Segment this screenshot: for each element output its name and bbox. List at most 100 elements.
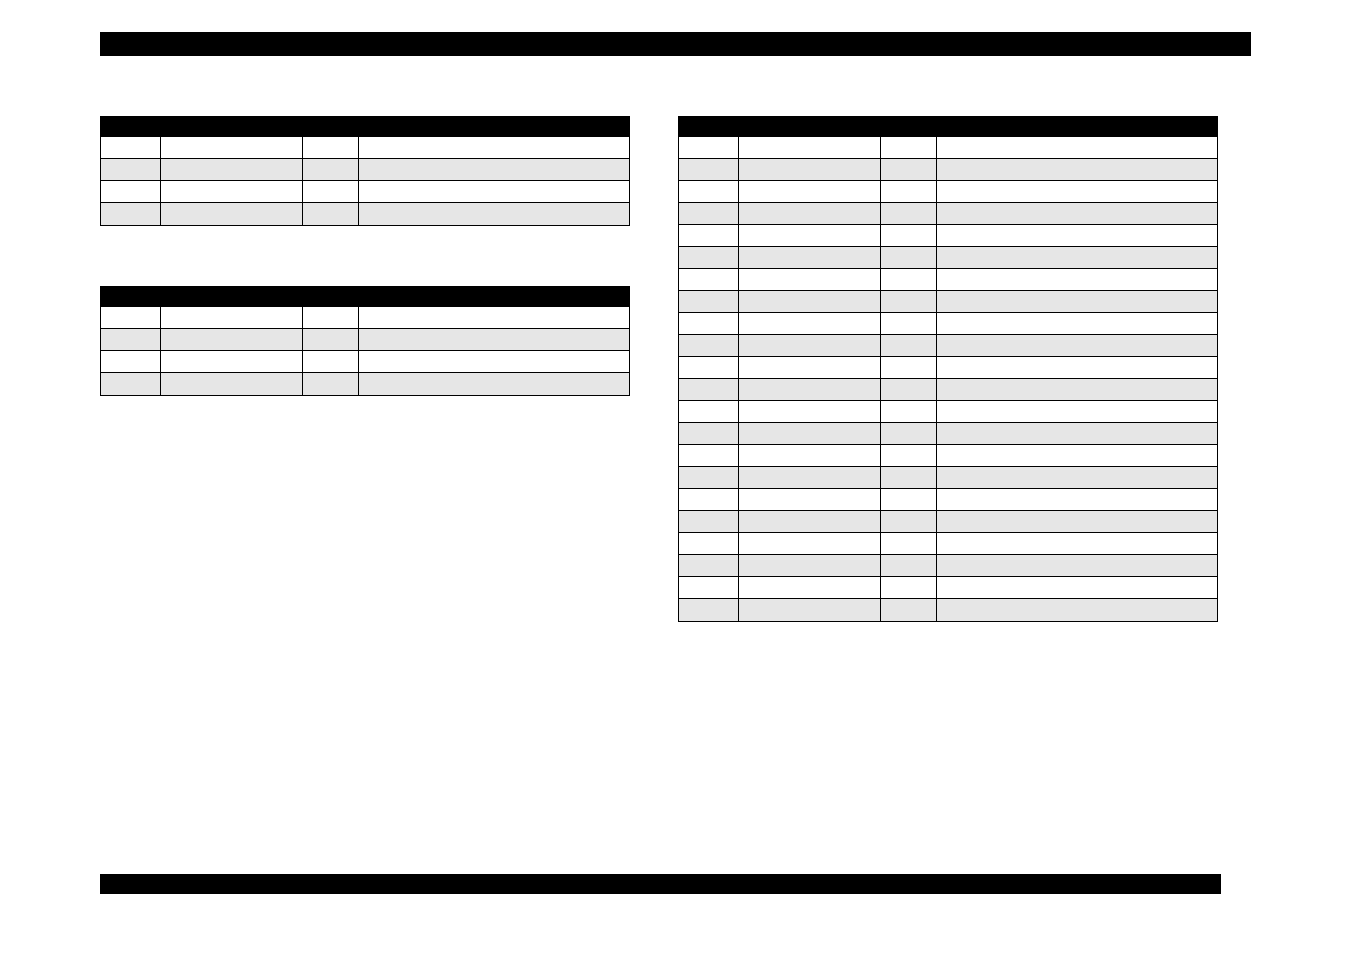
table-cell	[881, 489, 937, 511]
table-cell	[937, 423, 1217, 445]
table-cell	[101, 159, 161, 181]
table-cell	[679, 401, 739, 423]
table-cell	[937, 181, 1217, 203]
table-cell	[359, 203, 629, 225]
table-row	[679, 137, 1217, 159]
table-cell	[937, 489, 1217, 511]
table-row	[679, 599, 1217, 621]
table-left-1	[100, 116, 630, 226]
table-cell	[101, 307, 161, 329]
table-cell	[679, 489, 739, 511]
table-cell	[161, 159, 303, 181]
table-row	[679, 225, 1217, 247]
table-cell	[161, 203, 303, 225]
table-cell	[101, 373, 161, 395]
table-cell	[739, 577, 881, 599]
table-row	[679, 159, 1217, 181]
table-cell	[937, 445, 1217, 467]
table-cell	[101, 329, 161, 351]
table-cell	[937, 357, 1217, 379]
table-title	[101, 117, 629, 137]
table-cell	[739, 445, 881, 467]
table-cell	[881, 291, 937, 313]
table-row	[679, 467, 1217, 489]
table-cell	[739, 401, 881, 423]
table-cell	[679, 555, 739, 577]
table-cell	[881, 379, 937, 401]
table-row	[679, 511, 1217, 533]
table-row	[679, 555, 1217, 577]
table-cell	[303, 203, 359, 225]
table-row	[679, 401, 1217, 423]
document-page	[0, 0, 1351, 954]
table-cell	[881, 225, 937, 247]
table-cell	[937, 379, 1217, 401]
table-row	[101, 329, 629, 351]
table-cell	[881, 445, 937, 467]
table-cell	[101, 351, 161, 373]
table-cell	[679, 313, 739, 335]
table-cell	[937, 511, 1217, 533]
table-cell	[739, 533, 881, 555]
table-row	[679, 313, 1217, 335]
table-cell	[881, 467, 937, 489]
table	[100, 116, 630, 226]
table-row	[101, 373, 629, 395]
table-body	[679, 137, 1217, 621]
table-cell	[739, 203, 881, 225]
table-cell	[161, 351, 303, 373]
table-cell	[937, 247, 1217, 269]
table-cell	[937, 203, 1217, 225]
table-cell	[881, 599, 937, 621]
table-cell	[679, 423, 739, 445]
table-row	[101, 181, 629, 203]
table-cell	[679, 445, 739, 467]
table-cell	[881, 577, 937, 599]
table-cell	[101, 137, 161, 159]
table-cell	[359, 307, 629, 329]
table-row	[679, 379, 1217, 401]
table-cell	[739, 137, 881, 159]
table-cell	[739, 335, 881, 357]
table-cell	[101, 181, 161, 203]
table-cell	[881, 137, 937, 159]
table-row	[101, 351, 629, 373]
content-columns	[100, 116, 1251, 682]
table-cell	[679, 357, 739, 379]
table-cell	[881, 181, 937, 203]
table-cell	[739, 423, 881, 445]
table-cell	[679, 577, 739, 599]
table-cell	[303, 181, 359, 203]
table-cell	[303, 137, 359, 159]
table-row	[679, 533, 1217, 555]
table-cell	[881, 247, 937, 269]
table-cell	[679, 159, 739, 181]
table-cell	[739, 247, 881, 269]
table-cell	[739, 357, 881, 379]
table-title	[101, 287, 629, 307]
table-cell	[679, 225, 739, 247]
table-cell	[739, 379, 881, 401]
table-cell	[101, 203, 161, 225]
table-cell	[679, 599, 739, 621]
table-cell	[937, 291, 1217, 313]
table-cell	[739, 291, 881, 313]
table-cell	[881, 203, 937, 225]
table-row	[679, 269, 1217, 291]
table-cell	[937, 269, 1217, 291]
table-cell	[359, 351, 629, 373]
table-row	[679, 181, 1217, 203]
table-cell	[359, 181, 629, 203]
table-cell	[937, 137, 1217, 159]
table-cell	[881, 313, 937, 335]
table-cell	[679, 379, 739, 401]
table	[678, 116, 1218, 622]
table-title	[679, 117, 1217, 137]
table-cell	[161, 137, 303, 159]
table-cell	[937, 599, 1217, 621]
table-row	[679, 489, 1217, 511]
table-cell	[937, 577, 1217, 599]
table-cell	[881, 335, 937, 357]
table-cell	[881, 401, 937, 423]
table-cell	[739, 313, 881, 335]
